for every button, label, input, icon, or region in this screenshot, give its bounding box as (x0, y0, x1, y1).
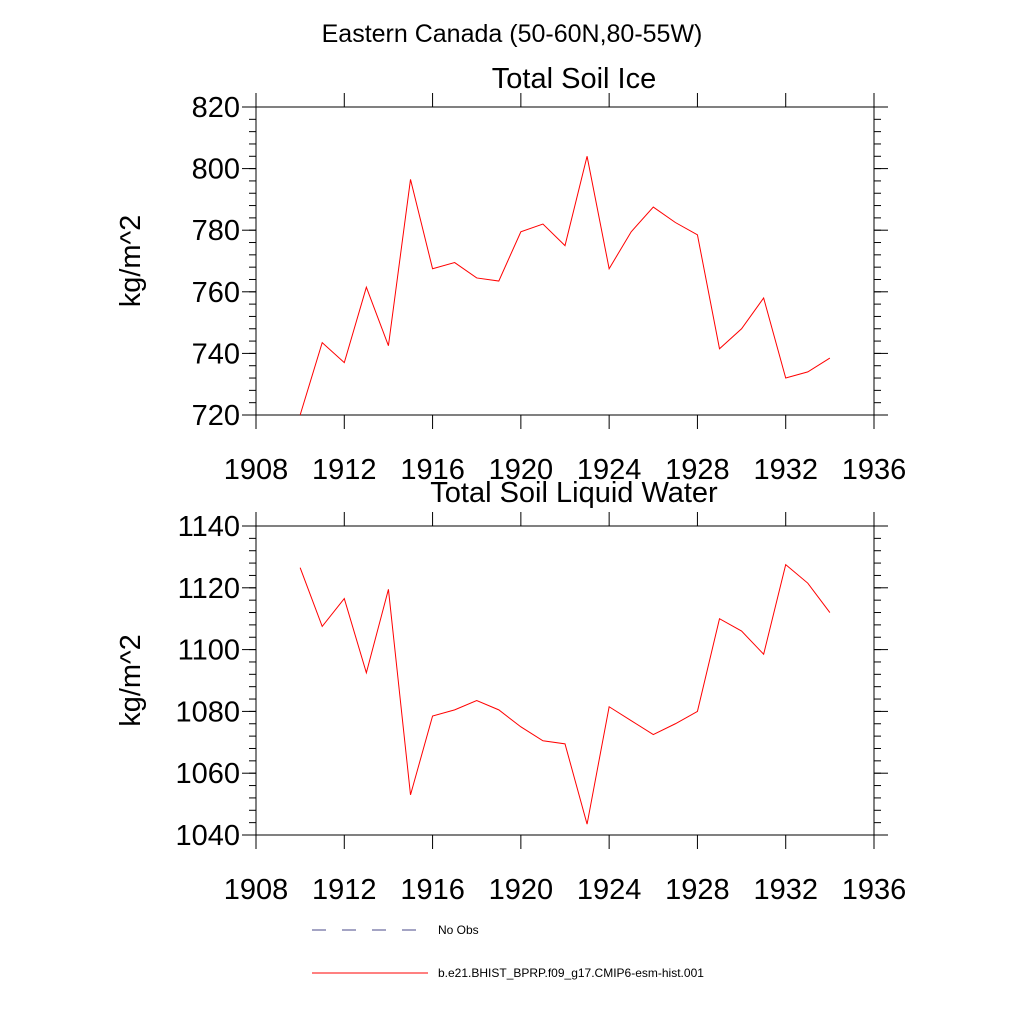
y-axis-label: kg/m^2 (115, 634, 147, 727)
x-tick-label: 1908 (224, 874, 289, 906)
y-tick-label: 1040 (175, 820, 240, 852)
x-tick-label: 1936 (842, 874, 907, 906)
panel-title: Total Soil Liquid Water (430, 477, 718, 509)
y-axis-label: kg/m^2 (115, 215, 147, 308)
x-tick-label: 1928 (665, 874, 730, 906)
y-tick-label: 1060 (175, 758, 240, 790)
series-line-total-soil-liquid-water (299, 563, 831, 825)
x-tick-label: 1920 (489, 454, 554, 486)
x-tick-label: 1928 (665, 454, 730, 486)
x-tick-label: 1932 (753, 454, 818, 486)
y-tick-label: 820 (192, 92, 240, 124)
x-tick-label: 1920 (489, 874, 554, 906)
plot-frame (255, 106, 875, 416)
figure-title: Eastern Canada (50-60N,80-55W) (322, 20, 703, 48)
y-tick-label: 1080 (175, 696, 240, 728)
legend-label-no-obs: No Obs (438, 923, 479, 937)
y-tick-label: 1100 (178, 635, 240, 667)
y-tick-label: 740 (192, 338, 240, 370)
x-tick-label: 1924 (577, 874, 642, 906)
y-tick-label: 800 (192, 154, 240, 186)
legend: No Obs b.e21.BHIST_BPRP.f09_g17.CMIP6-es… (312, 923, 704, 980)
panel-title: Total Soil Ice (492, 63, 656, 95)
legend-label-model-run: b.e21.BHIST_BPRP.f09_g17.CMIP6-esm-hist.… (438, 966, 704, 980)
x-tick-label: 1932 (753, 874, 818, 906)
x-tick-label: 1916 (400, 454, 465, 486)
chart-panel-total-soil-liquid-water: Total Soil Liquid Water kg/m^2 1908 1912 191… (115, 477, 906, 906)
y-tick-label: 1120 (178, 573, 240, 605)
x-tick-label: 1908 (224, 454, 289, 486)
x-tick-label: 1936 (842, 454, 907, 486)
x-tick-label: 1912 (312, 454, 377, 486)
y-tick-label: 720 (192, 400, 240, 432)
plot-frame (255, 525, 875, 836)
series-line-total-soil-ice (299, 156, 831, 416)
chart-panel-total-soil-ice: Total Soil Ice kg/m^2 1908 1912 1916 1920 1924… (115, 63, 906, 486)
y-tick-label: 780 (192, 215, 240, 247)
y-tick-label: 760 (192, 277, 240, 309)
x-tick-label: 1916 (400, 874, 465, 906)
x-tick-label: 1912 (312, 874, 377, 906)
x-tick-label: 1924 (577, 454, 642, 486)
y-tick-label: 1140 (178, 511, 240, 543)
